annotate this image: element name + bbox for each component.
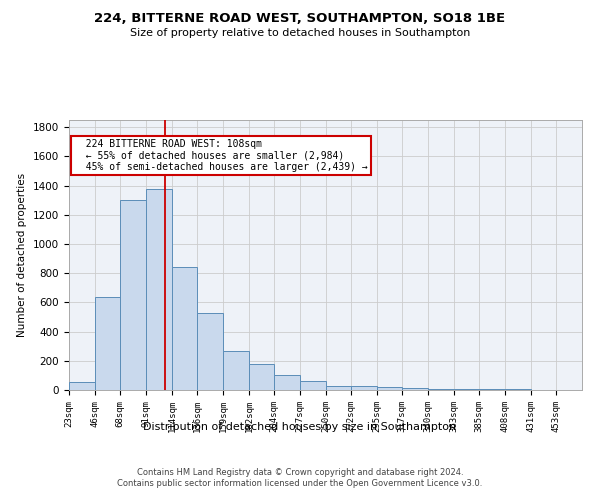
Bar [326,386,351,390]
Text: Distribution of detached houses by size in Southampton: Distribution of detached houses by size … [143,422,457,432]
Bar [377,387,402,390]
Bar [146,188,172,390]
Text: 224 BITTERNE ROAD WEST: 108sqm
  ← 55% of detached houses are smaller (2,984)
  : 224 BITTERNE ROAD WEST: 108sqm ← 55% of … [74,139,368,172]
Bar [197,314,223,390]
Bar [249,364,274,390]
Y-axis label: Number of detached properties: Number of detached properties [17,173,28,337]
Bar [172,268,197,390]
Bar [120,200,146,390]
Text: Size of property relative to detached houses in Southampton: Size of property relative to detached ho… [130,28,470,38]
Bar [351,386,377,390]
Text: Contains HM Land Registry data © Crown copyright and database right 2024.: Contains HM Land Registry data © Crown c… [137,468,463,477]
Bar [95,298,120,390]
Text: Contains public sector information licensed under the Open Government Licence v3: Contains public sector information licen… [118,480,482,488]
Bar [300,381,326,390]
Bar [69,382,95,390]
Bar [428,388,454,390]
Text: 224, BITTERNE ROAD WEST, SOUTHAMPTON, SO18 1BE: 224, BITTERNE ROAD WEST, SOUTHAMPTON, SO… [94,12,506,26]
Bar [223,350,249,390]
Bar [402,388,428,390]
Bar [274,376,300,390]
